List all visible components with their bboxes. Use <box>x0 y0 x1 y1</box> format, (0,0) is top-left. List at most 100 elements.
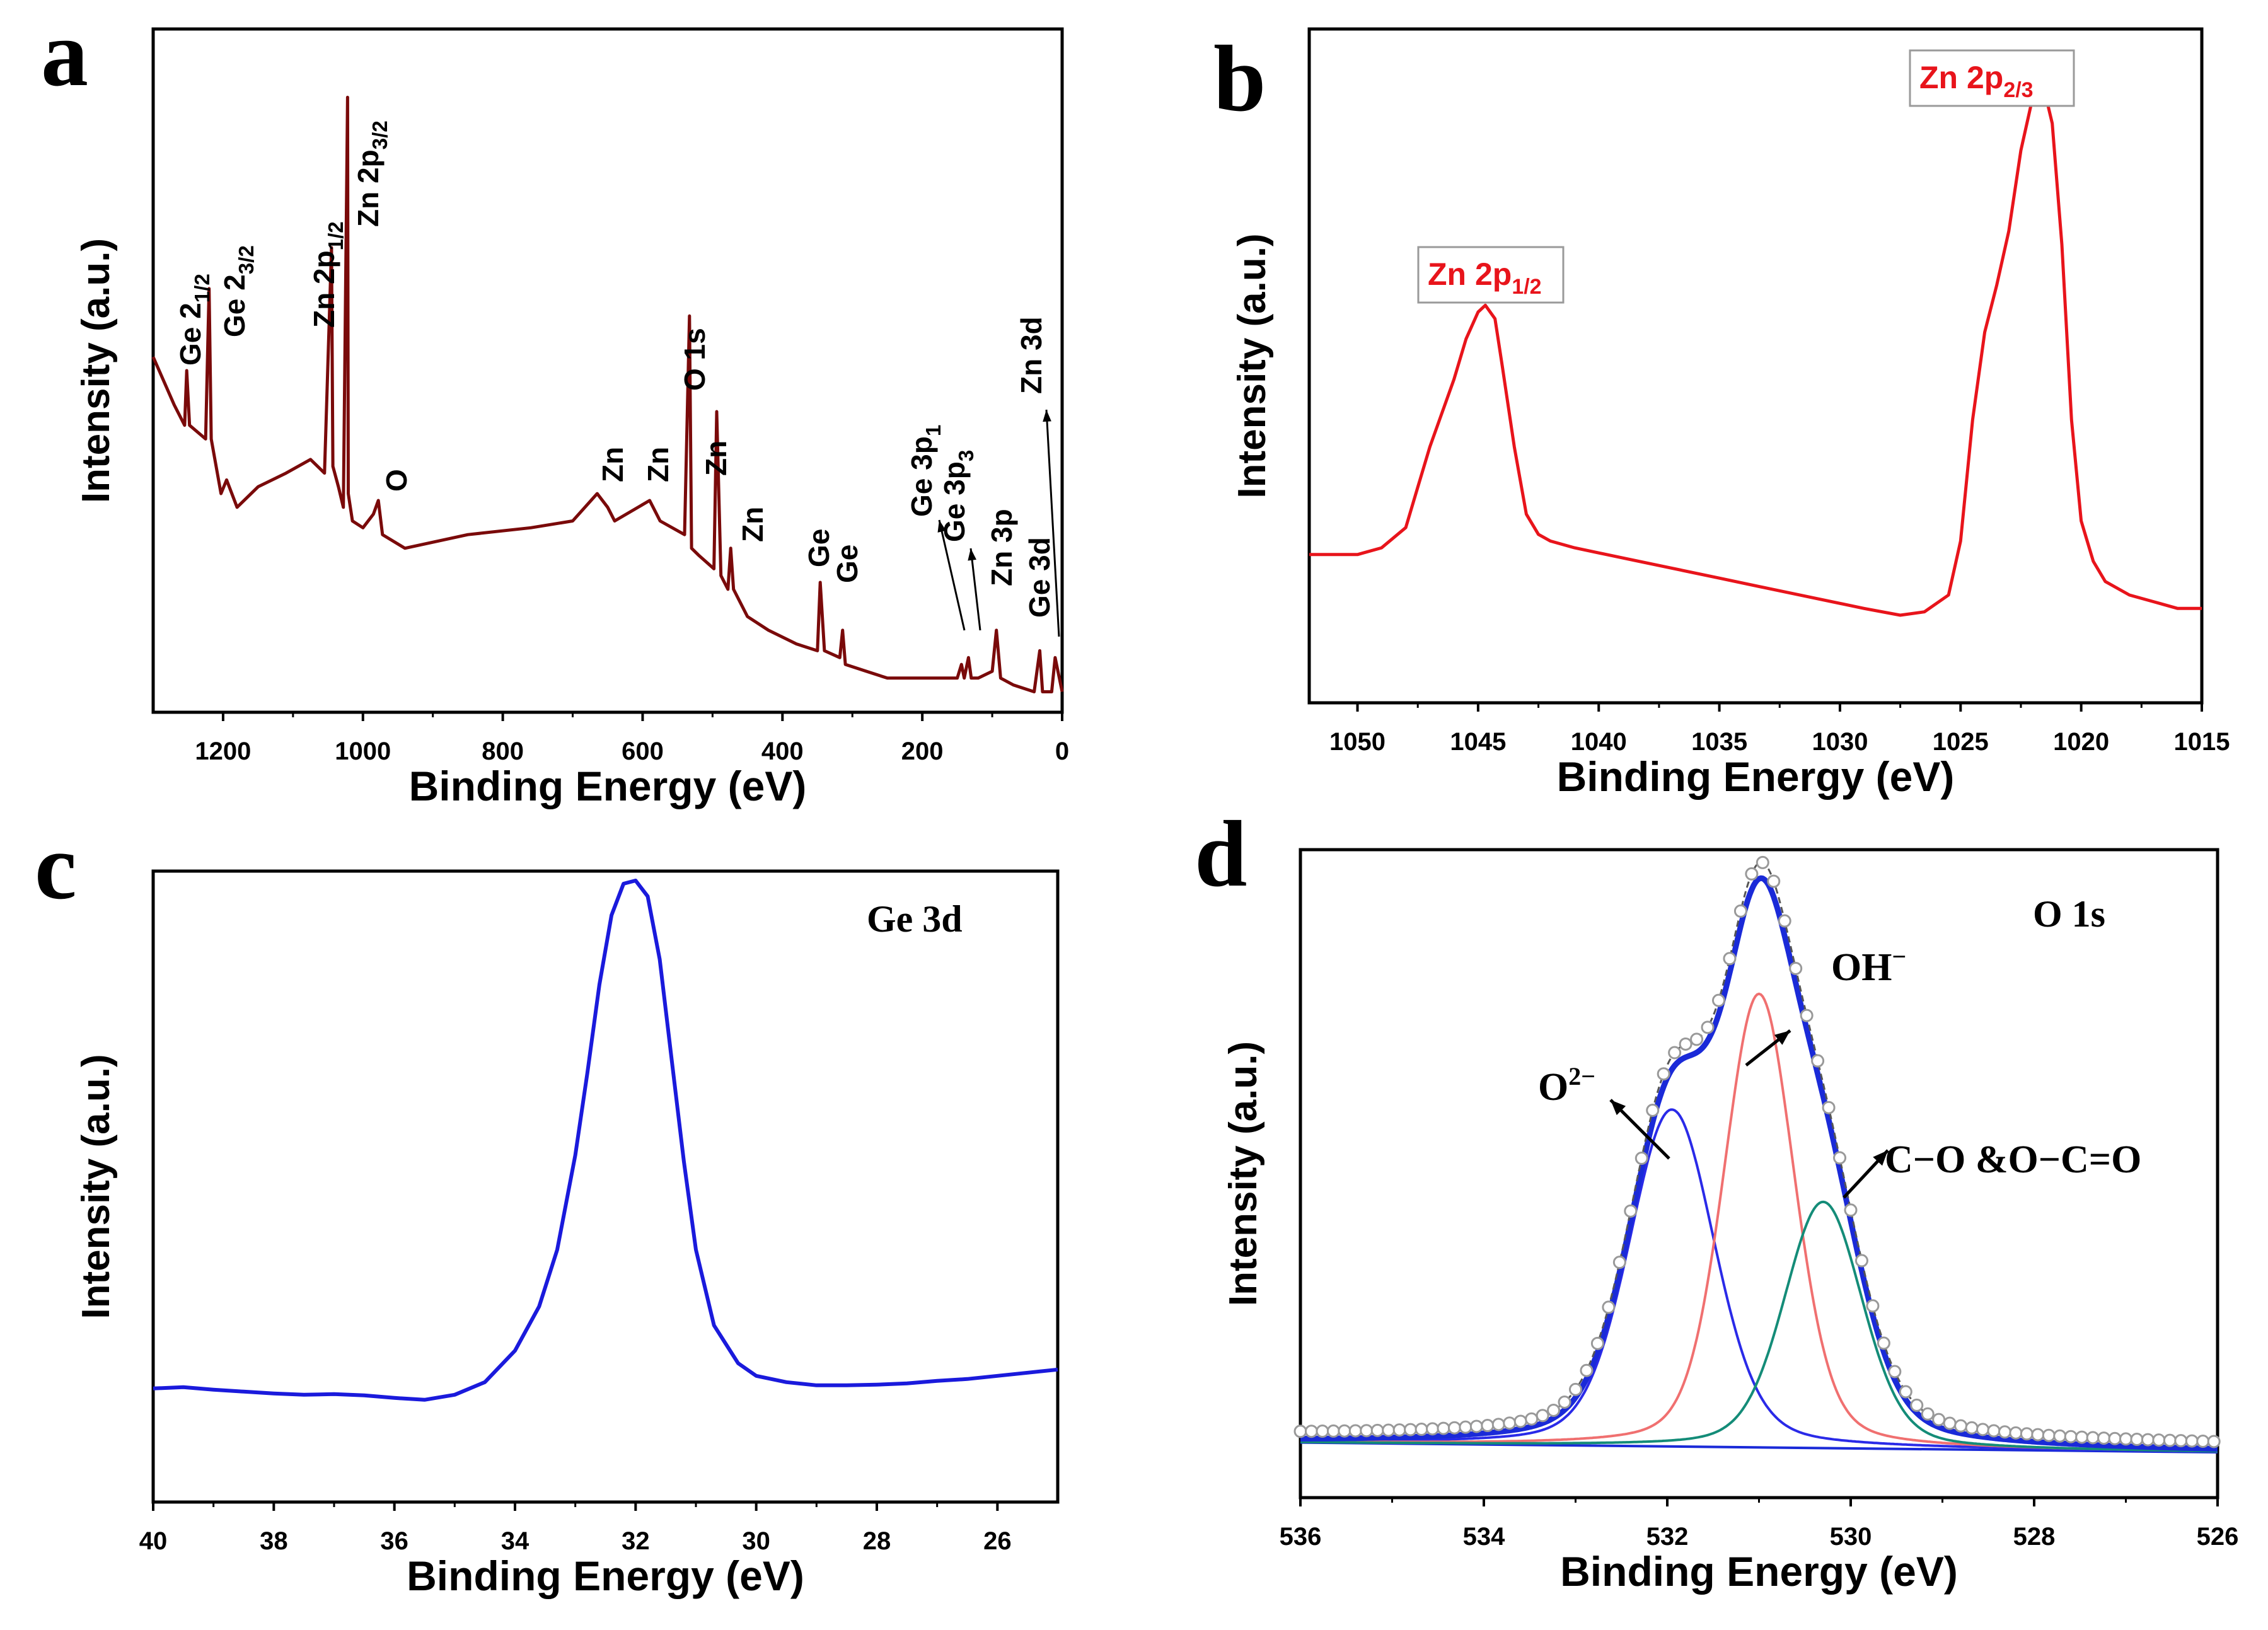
zn2p-spectrum-line <box>1309 81 2202 617</box>
raw-data-point <box>1899 1385 1912 1399</box>
raw-data-point <box>1404 1423 1418 1436</box>
x-tick-label: 40 <box>139 1527 168 1555</box>
raw-data-point <box>2119 1432 2132 1446</box>
peak-label: Ge <box>802 529 835 567</box>
y-axis-title: Intensity (a.u.) <box>1230 233 1274 498</box>
x-tick-label: 536 <box>1280 1523 1322 1551</box>
raw-data-point <box>2185 1434 2199 1448</box>
x-axis-title: Binding Energy (eV) <box>409 763 807 809</box>
x-tick-label: 200 <box>901 737 944 765</box>
raw-data-point <box>1910 1398 1924 1412</box>
x-tick-label: 600 <box>622 737 664 765</box>
panel-letter: d <box>1195 802 1247 906</box>
x-tick-label: 1030 <box>1812 728 1868 756</box>
raw-data-point <box>1558 1395 1571 1409</box>
raw-data-point <box>1833 1151 1847 1165</box>
plot-frame <box>1307 27 2204 705</box>
x-tick-label: 534 <box>1463 1523 1505 1551</box>
raw-data-point <box>1854 1254 1868 1268</box>
raw-data-point <box>1304 1425 1318 1438</box>
raw-data-point <box>1459 1420 1472 1434</box>
plot-frame <box>151 869 1060 1504</box>
raw-data-point <box>1580 1363 1594 1377</box>
peak-label: Zn 2p3/2 <box>352 120 392 227</box>
raw-data-point <box>1844 1203 1858 1217</box>
raw-data-point <box>1866 1299 1880 1313</box>
raw-data-point <box>1800 1009 1814 1022</box>
x-tick-label: 1050 <box>1329 728 1386 756</box>
peak-label: Ge 21/2 <box>174 274 214 366</box>
peak-label: Zn 2p1/2 <box>1428 257 1542 299</box>
raw-data-point <box>1590 1336 1604 1350</box>
raw-data-point <box>2130 1433 2144 1447</box>
y-axis-title: Intensity (a.u.) <box>1222 1041 1265 1306</box>
co-component-line <box>1300 1200 2218 1453</box>
raw-data-point <box>2064 1430 2078 1443</box>
panel-letter: c <box>35 814 77 919</box>
raw-data-point <box>1503 1416 1517 1430</box>
raw-data-point <box>2042 1428 2056 1442</box>
raw-data-point <box>1624 1204 1638 1218</box>
raw-data-point <box>1998 1425 2011 1439</box>
raw-data-point <box>1723 952 1737 966</box>
raw-data-point <box>1602 1300 1616 1314</box>
x-tick-label: 526 <box>2197 1523 2239 1551</box>
panel-a: 1200 1000 800 600 400 200 0 Binding Energy (eV)… <box>41 1 1069 809</box>
raw-data-point <box>1701 1020 1715 1034</box>
raw-data-point <box>1767 874 1781 888</box>
raw-data-point <box>2053 1429 2067 1443</box>
peak-label: Ge 23/2 <box>218 245 258 337</box>
raw-data-point <box>2020 1427 2034 1441</box>
raw-data-point <box>1338 1424 1351 1438</box>
peak-label: Ge 3p1 <box>905 425 946 517</box>
raw-data-point <box>2108 1431 2122 1445</box>
oh-label: OH− <box>1831 942 1906 989</box>
raw-data-point <box>1525 1412 1539 1426</box>
raw-data-point <box>1888 1365 1902 1379</box>
raw-data-point <box>1447 1421 1461 1435</box>
raw-data-point <box>1954 1419 1968 1433</box>
label-arrow <box>969 548 981 631</box>
x-axis-title: Binding Energy (eV) <box>407 1552 804 1599</box>
raw-data-point <box>2075 1430 2089 1444</box>
raw-data-point <box>1491 1418 1505 1431</box>
raw-data-point <box>2207 1435 2221 1448</box>
raw-data-point <box>1646 1103 1660 1117</box>
plot-frame <box>151 27 1064 714</box>
raw-data-point <box>2152 1433 2166 1447</box>
x-axis-title: Binding Energy (eV) <box>1557 753 1955 800</box>
raw-data-point <box>1392 1423 1406 1437</box>
raw-data-point <box>1822 1101 1836 1114</box>
raw-data-point <box>1612 1256 1626 1269</box>
x-tick-label: 1020 <box>2053 728 2109 756</box>
raw-data-point <box>1811 1054 1825 1068</box>
raw-data-point <box>1360 1424 1374 1438</box>
x-tick-label: 1040 <box>1571 728 1627 756</box>
raw-data-point <box>2174 1434 2188 1448</box>
raw-data-point <box>2009 1426 2023 1440</box>
peak-label: Ge <box>831 545 864 583</box>
y-axis-title: Intensity (a.u.) <box>74 238 118 503</box>
raw-data-point <box>1690 1032 1704 1046</box>
x-tick-label: 528 <box>2013 1523 2056 1551</box>
raw-data-point <box>2141 1433 2155 1447</box>
raw-data-point <box>2163 1433 2177 1447</box>
x-tick-label: 26 <box>983 1527 1012 1555</box>
x-tick-label: 1000 <box>335 737 391 765</box>
x-tick-label: 1035 <box>1691 728 1747 756</box>
raw-data-point <box>1756 855 1769 869</box>
peak-label: Zn 2p1/2 <box>308 221 348 328</box>
raw-data-point <box>1547 1403 1561 1417</box>
label-arrow <box>938 519 966 631</box>
spectrum-annotation: Ge 3d <box>867 898 963 940</box>
x-tick-label: 36 <box>380 1527 408 1555</box>
x-tick-label: 400 <box>761 737 804 765</box>
raw-data-point <box>1657 1067 1670 1081</box>
raw-data-point <box>1569 1382 1582 1396</box>
x-tick-label: 0 <box>1055 737 1069 765</box>
x-tick-label: 800 <box>482 737 524 765</box>
arrow-head <box>1774 1031 1790 1045</box>
y-axis-title: Intensity (a.u.) <box>74 1054 118 1319</box>
panel-letter: a <box>41 1 88 106</box>
